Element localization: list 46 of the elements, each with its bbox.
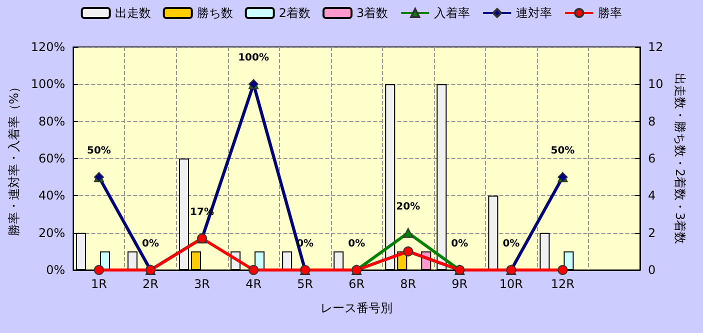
x-tick-label: 8R	[400, 277, 416, 291]
y-tick-label: 120%	[30, 40, 66, 54]
y2-tick-label: 6	[648, 152, 656, 166]
y-axis-title: 勝率・連対率・入着率（%）	[7, 80, 21, 236]
x-tick-label: 5R	[297, 277, 314, 291]
y2-axis-title: 出走数・勝ち数・2着数・3着数	[673, 72, 688, 244]
y-tick-label: 80%	[38, 114, 66, 128]
legend-label: 3着数	[356, 6, 388, 20]
x-tick-label: 3R	[194, 277, 210, 291]
x-tick-label: 10R	[499, 277, 523, 291]
y-tick-label: 100%	[30, 77, 66, 92]
data-label: 0%	[142, 238, 159, 250]
legend-label: 2着数	[278, 6, 311, 20]
y-tick-label: 60%	[38, 152, 66, 166]
y2-tick-label: 0	[648, 263, 656, 277]
x-tick-label: 4R	[246, 277, 262, 291]
x-tick-label: 1R	[90, 277, 107, 291]
data-label: 50%	[550, 146, 575, 157]
y-tick-label: 20%	[38, 226, 66, 240]
x-axis-title: レース番号別	[320, 301, 393, 315]
data-label: 0%	[348, 238, 366, 250]
data-label: 20%	[396, 201, 420, 212]
x-tick-label: 2R	[142, 277, 158, 291]
legend-label: 勝ち数	[196, 6, 233, 20]
y-tick-label: 40%	[38, 188, 66, 203]
x-tick-label: 9R	[452, 277, 468, 291]
legend-label: 出走数	[114, 6, 151, 20]
point	[558, 265, 568, 275]
x-tick-label: 12R	[550, 277, 575, 291]
data-label: 0%	[502, 238, 520, 250]
legend-label: 勝率	[598, 6, 622, 20]
y2-tick-label: 2	[648, 226, 656, 240]
y-tick-label: 0%	[46, 263, 66, 277]
x-tick-label: 6R	[348, 277, 365, 291]
data-label: 0%	[451, 238, 468, 250]
data-label: 100%	[238, 52, 270, 64]
legend-label: 連対率	[516, 6, 552, 20]
point	[403, 228, 414, 238]
y2-tick-label: 10	[648, 77, 664, 92]
y2-tick-label: 8	[648, 114, 656, 128]
y2-tick-label: 4	[648, 188, 656, 203]
point	[248, 265, 259, 275]
legend-label: 入着率	[434, 6, 470, 20]
data-label: 50%	[87, 146, 111, 157]
point	[94, 265, 104, 275]
y2-tick-label: 12	[648, 40, 664, 54]
